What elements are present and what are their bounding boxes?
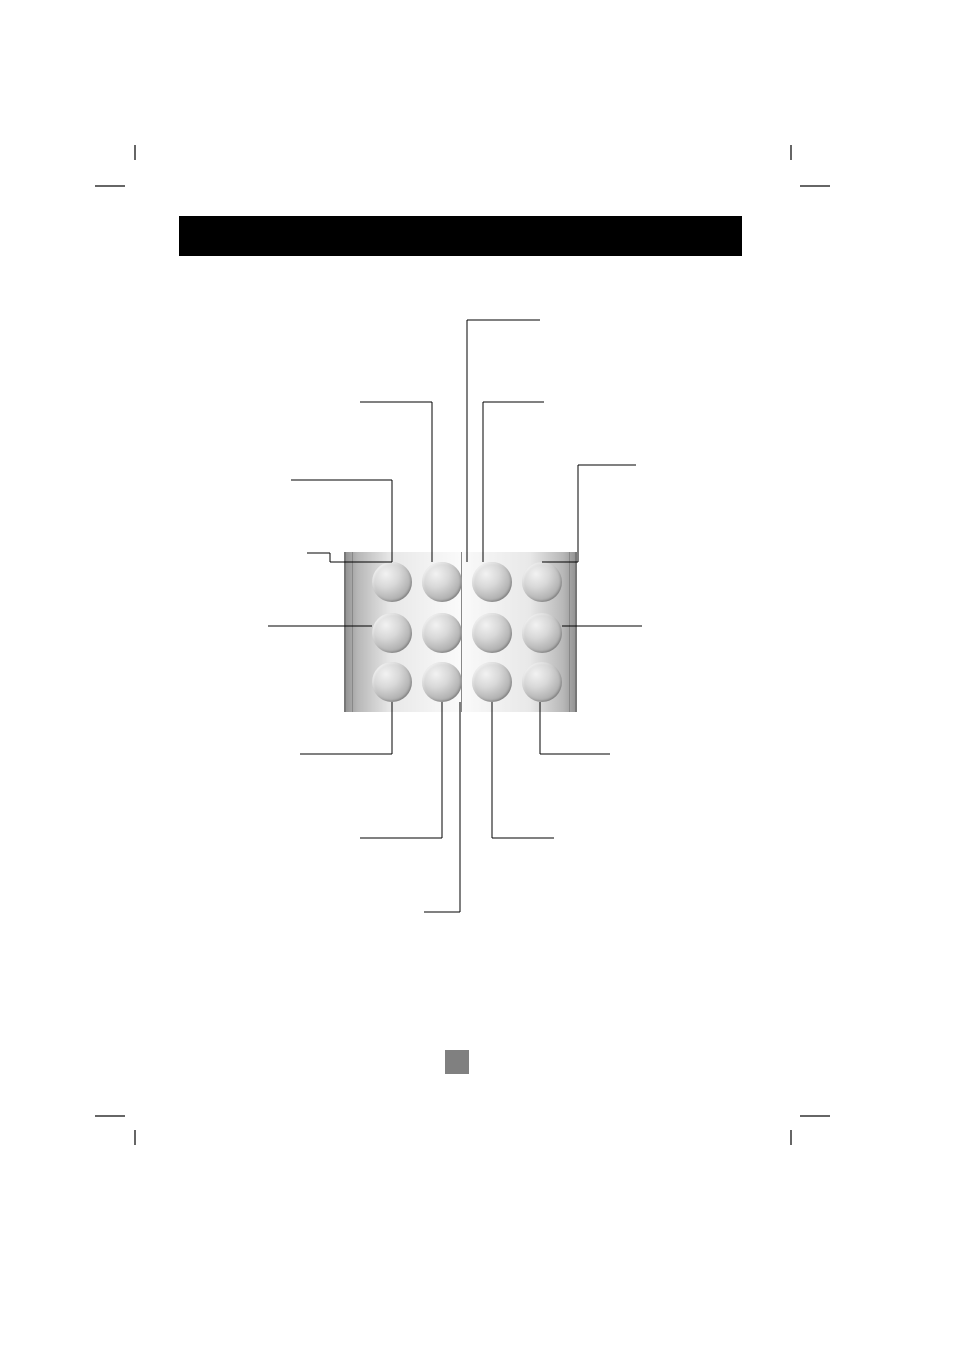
panel-button-8[interactable] xyxy=(522,613,562,653)
panel-button-6[interactable] xyxy=(422,613,462,653)
panel-side-line-left xyxy=(352,552,353,712)
crop-mark-br-v xyxy=(790,1130,792,1145)
title-bar xyxy=(179,216,742,256)
crop-mark-tl-v xyxy=(134,145,136,160)
crop-mark-tr-v xyxy=(790,145,792,160)
panel-button-9[interactable] xyxy=(372,662,412,702)
panel-side-line-right xyxy=(569,552,570,712)
panel-button-10[interactable] xyxy=(422,662,462,702)
page-root xyxy=(0,0,954,1350)
footer-page-marker xyxy=(445,1050,469,1074)
panel-button-4[interactable] xyxy=(522,562,562,602)
crop-mark-tl-h xyxy=(95,185,125,187)
panel-button-2[interactable] xyxy=(422,562,462,602)
panel-button-5[interactable] xyxy=(372,613,412,653)
panel-button-3[interactable] xyxy=(472,562,512,602)
crop-mark-bl-v xyxy=(134,1130,136,1145)
crop-mark-bl-h xyxy=(95,1115,125,1117)
panel-button-12[interactable] xyxy=(522,662,562,702)
crop-mark-tr-h xyxy=(800,185,830,187)
panel-button-1[interactable] xyxy=(372,562,412,602)
crop-mark-br-h xyxy=(800,1115,830,1117)
panel-button-11[interactable] xyxy=(472,662,512,702)
panel-button-7[interactable] xyxy=(472,613,512,653)
